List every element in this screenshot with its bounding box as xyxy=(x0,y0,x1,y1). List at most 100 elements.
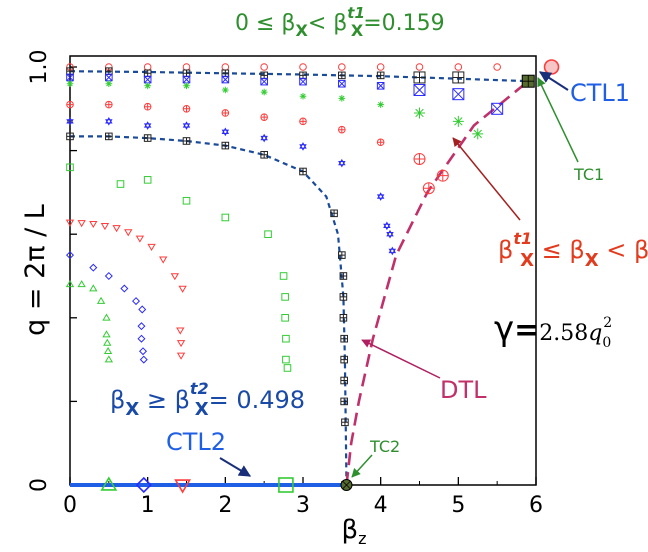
circle-plus-marker xyxy=(143,102,152,111)
tc2-arrow xyxy=(351,454,373,478)
tc2-point xyxy=(340,479,353,491)
triangle-down-marker xyxy=(170,273,180,281)
box-plus-marker xyxy=(340,376,348,385)
box-marker xyxy=(283,364,292,372)
triangle-up-marker xyxy=(100,476,118,491)
transition-points xyxy=(340,74,535,491)
diamond-marker xyxy=(135,476,152,494)
circle-marker xyxy=(543,59,560,75)
triangle-down-marker xyxy=(176,327,185,335)
diamond-marker xyxy=(138,347,148,356)
y-tick-label: 1.0 xyxy=(27,50,52,85)
box-plus-marker xyxy=(340,397,348,406)
dtl-arrow xyxy=(361,339,441,379)
star-of-david-marker xyxy=(386,229,394,239)
box-x-marker xyxy=(452,88,465,101)
box-x-marker xyxy=(338,79,346,88)
circle-plus-marker xyxy=(182,105,191,113)
tc1-arrow xyxy=(537,77,579,163)
triangle-up-marker xyxy=(96,296,106,304)
triangle-up-marker xyxy=(102,313,111,321)
x-tick-label: 3 xyxy=(296,493,310,518)
diamond-marker xyxy=(89,263,98,272)
box-plus-marker xyxy=(105,132,113,141)
circle-marker xyxy=(454,63,463,71)
y-axis-label: q = 2π / L xyxy=(20,204,51,336)
circle-marker xyxy=(299,63,307,71)
star-of-david-marker xyxy=(338,158,346,168)
diamond-marker xyxy=(139,355,148,364)
box-plus-marker xyxy=(452,71,465,84)
circle-marker xyxy=(415,63,424,71)
circle-plus-marker xyxy=(376,138,385,147)
data-points xyxy=(65,59,560,494)
star-of-david-marker xyxy=(388,246,397,256)
x-tick-label: 2 xyxy=(218,493,232,518)
triangle-down-marker xyxy=(112,225,121,233)
star-of-david-marker xyxy=(105,117,113,126)
diamond-marker xyxy=(120,284,129,293)
asterisk-marker xyxy=(414,107,425,119)
triangle-down-marker xyxy=(100,223,110,231)
triangle-down-marker xyxy=(124,229,133,237)
x-axis-label: βz xyxy=(342,515,367,548)
box-x-marker xyxy=(105,73,113,82)
x-tick-label: 4 xyxy=(374,493,388,518)
circle-plus-marker xyxy=(221,109,230,117)
triangle-up-marker xyxy=(77,280,86,288)
triangle-down-marker xyxy=(178,285,187,293)
asterisk-marker xyxy=(377,101,384,108)
box-marker xyxy=(221,213,230,222)
x-tick-label: 0 xyxy=(63,493,77,518)
triangle-down-marker xyxy=(176,340,186,348)
x-tick-label: 5 xyxy=(451,493,465,518)
box-plus-marker xyxy=(182,137,191,145)
box-x-marker xyxy=(376,82,385,90)
box-plus-marker xyxy=(340,355,348,364)
triangle-up-marker xyxy=(103,338,112,346)
star-of-david-marker xyxy=(376,192,385,201)
triangle-up-marker xyxy=(102,330,111,338)
diamond-marker xyxy=(132,297,141,306)
box-x-marker xyxy=(299,77,307,86)
circle-plus-marker xyxy=(422,182,435,195)
y-tick-label: 0 xyxy=(27,478,52,492)
box-plus-marker xyxy=(340,334,348,343)
box-plus-marker xyxy=(376,71,385,80)
box-marker xyxy=(279,272,288,280)
box-plus-marker xyxy=(341,418,349,427)
box-marker xyxy=(143,176,152,184)
circle-plus-marker xyxy=(299,117,307,126)
star-of-david-marker xyxy=(299,142,307,151)
ctl1-line xyxy=(69,70,529,83)
box-marker xyxy=(182,196,191,205)
asterisk-marker xyxy=(222,86,229,94)
circle-marker xyxy=(376,63,385,71)
diamond-marker xyxy=(138,305,147,314)
asterisk-marker xyxy=(66,80,74,88)
circle-marker xyxy=(221,63,230,71)
box-x-marker xyxy=(182,75,191,84)
asterisk-marker xyxy=(183,82,190,90)
box-x-marker xyxy=(491,102,504,115)
box-plus-marker xyxy=(221,141,230,150)
box-plus-marker xyxy=(66,132,74,141)
box-plus-marker xyxy=(330,209,338,218)
triangle-down-marker xyxy=(77,220,86,228)
boundary-lines xyxy=(69,70,530,487)
asterisk-marker xyxy=(260,88,268,96)
triangle-down-marker xyxy=(65,219,75,227)
asterisk-marker xyxy=(472,128,484,140)
asterisk-marker xyxy=(299,92,307,100)
star-of-david-marker xyxy=(143,121,152,130)
ctl2-arrow xyxy=(219,457,252,477)
circle-marker xyxy=(260,63,268,71)
box-marker xyxy=(281,293,289,301)
mid-condition-arrow xyxy=(452,137,521,221)
circle-plus-marker xyxy=(105,100,113,109)
box-plus-marker xyxy=(143,134,152,142)
star-of-david-marker xyxy=(221,127,230,137)
triangle-down-marker xyxy=(147,243,156,252)
